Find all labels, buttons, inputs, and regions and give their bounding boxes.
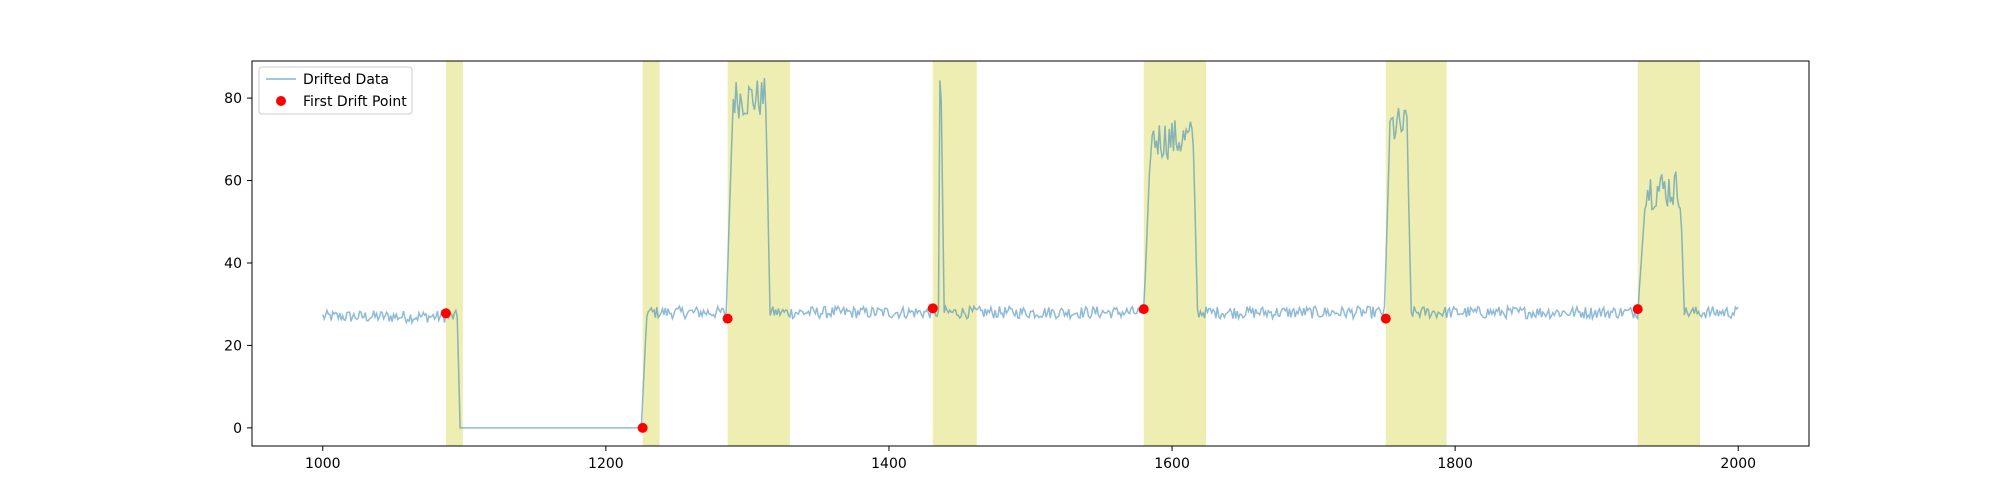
legend: Drifted Data First Drift Point bbox=[258, 66, 413, 115]
plot-area bbox=[252, 61, 1809, 446]
drift-point-6 bbox=[1632, 304, 1643, 315]
y-tick-label-2: 40 bbox=[224, 256, 242, 272]
series-lines bbox=[322, 78, 1739, 429]
x-tick-label-0: 1000 bbox=[305, 456, 341, 472]
drift-point-1 bbox=[637, 422, 648, 433]
legend-marker-swatch bbox=[276, 96, 286, 106]
drift-region-0 bbox=[445, 61, 463, 446]
drift-region-1 bbox=[642, 61, 660, 446]
y-tick-label-4: 80 bbox=[224, 91, 242, 107]
drift-points bbox=[440, 303, 1643, 433]
drift-point-5 bbox=[1380, 313, 1391, 324]
x-tick-label-3: 1600 bbox=[1154, 456, 1190, 472]
series-line-drifted-data bbox=[322, 78, 1739, 429]
drift-point-3 bbox=[927, 303, 938, 314]
y-tick-label-0: 0 bbox=[233, 421, 242, 437]
plot-frame bbox=[251, 60, 1810, 447]
drift-point-4 bbox=[1138, 304, 1149, 315]
x-tick-label-5: 2000 bbox=[1720, 456, 1756, 472]
drift-region-5 bbox=[1385, 61, 1447, 446]
drift-point-0 bbox=[440, 308, 451, 319]
drift-region-2 bbox=[727, 61, 790, 446]
drift-point-2 bbox=[722, 313, 733, 324]
x-tick-label-2: 1400 bbox=[871, 456, 907, 472]
legend-box bbox=[258, 66, 413, 115]
x-tick-label-1: 1200 bbox=[588, 456, 624, 472]
legend-label-drifted-data: Drifted Data bbox=[303, 72, 389, 88]
y-tick-label-1: 20 bbox=[224, 338, 242, 354]
x-axis: 1000 1200 1400 1600 1800 2000 bbox=[305, 446, 1756, 472]
drift-region-6 bbox=[1637, 61, 1701, 446]
y-axis: 0 20 40 60 80 bbox=[224, 91, 252, 437]
legend-label-first-drift-point: First Drift Point bbox=[303, 94, 407, 110]
y-tick-label-3: 60 bbox=[224, 174, 242, 190]
x-tick-label-4: 1800 bbox=[1437, 456, 1473, 472]
